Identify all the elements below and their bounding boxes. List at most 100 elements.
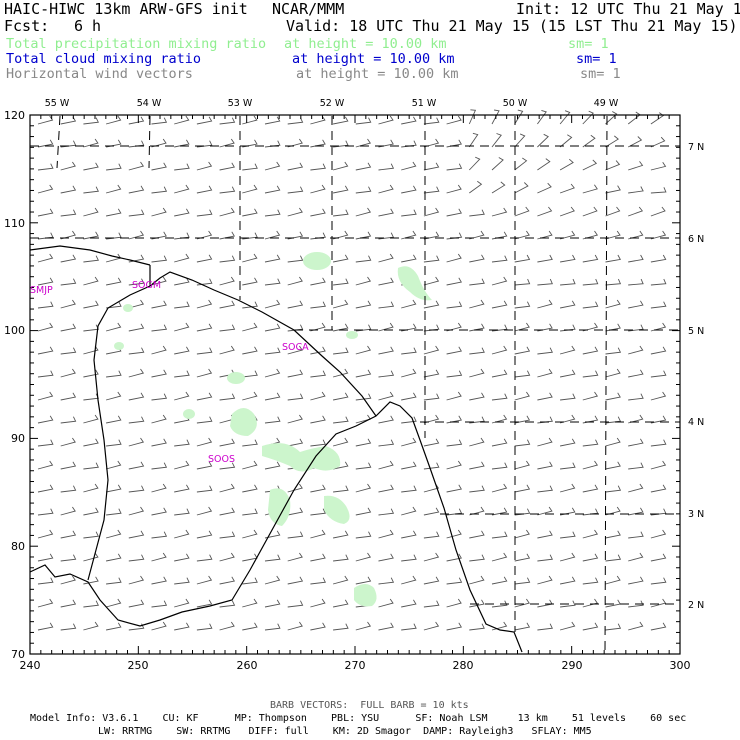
lon-label: 55 W <box>45 98 70 109</box>
wind-barb <box>106 553 122 562</box>
wind-barb <box>196 254 213 263</box>
wind-barb <box>196 323 213 332</box>
wind-barb <box>219 231 236 240</box>
wind-barb <box>60 392 77 401</box>
wind-barb <box>378 391 394 401</box>
wind-barb <box>378 322 394 332</box>
wind-barb <box>83 483 99 493</box>
wind-barb <box>491 483 508 493</box>
wind-barb <box>219 621 235 631</box>
wind-barb <box>355 438 372 447</box>
wind-barb <box>83 552 99 562</box>
wind-barb <box>37 253 54 263</box>
wind-barb <box>514 133 526 148</box>
wind-barb <box>582 508 599 516</box>
wind-barb <box>219 186 236 194</box>
wind-barb <box>446 577 463 585</box>
wind-barb <box>469 575 485 585</box>
wind-barb <box>106 415 122 424</box>
wind-barb <box>333 599 349 608</box>
wind-barb <box>491 393 508 401</box>
wind-barb <box>37 301 54 309</box>
wind-barb <box>514 415 531 424</box>
wind-barb <box>83 393 99 401</box>
wind-barb <box>401 392 417 401</box>
wind-barb <box>514 622 531 631</box>
wind-barb <box>423 255 440 263</box>
wind-barb <box>537 506 553 516</box>
wind-barb <box>401 116 417 125</box>
wind-barb <box>355 300 372 309</box>
wind-barb <box>514 254 531 263</box>
wind-barb <box>332 161 349 171</box>
wind-barb <box>37 622 54 631</box>
wind-barb <box>491 345 508 355</box>
wind-barb <box>537 133 549 148</box>
wind-barb <box>37 322 54 332</box>
wind-barb <box>174 208 190 217</box>
wind-barb <box>355 162 372 171</box>
wind-barb <box>514 157 528 171</box>
wind-barb <box>37 598 54 608</box>
meridian-line <box>56 115 61 169</box>
wind-barb <box>355 207 372 217</box>
wind-barb <box>537 623 553 631</box>
border-line <box>29 245 151 266</box>
wind-barb <box>264 416 281 424</box>
wind-barb <box>83 255 99 263</box>
wind-barb <box>333 554 349 562</box>
wind-barb <box>560 600 576 608</box>
wind-barb <box>582 110 594 125</box>
wind-barb <box>605 135 619 148</box>
wind-barb <box>196 416 213 424</box>
wind-barb <box>287 576 304 585</box>
wind-barb <box>355 369 372 378</box>
wind-barb <box>128 323 145 332</box>
wind-barb <box>196 461 213 470</box>
wind-barb <box>333 116 349 125</box>
wind-barb <box>287 345 303 355</box>
wind-barb <box>174 346 190 355</box>
wind-barb <box>378 484 394 493</box>
barb-note: BARB VECTORS: FULL BARB = 10 kts <box>270 700 469 711</box>
wind-barb <box>264 599 281 608</box>
wind-barb <box>151 186 168 194</box>
wind-barb <box>401 254 417 263</box>
wind-barb <box>287 255 304 263</box>
wind-barb <box>128 554 145 562</box>
wind-barb <box>242 577 258 585</box>
wind-barb <box>514 346 531 355</box>
wind-barb <box>83 138 99 148</box>
wind-barb <box>128 530 145 539</box>
wind-barb <box>537 575 553 585</box>
wind-barb <box>37 553 54 562</box>
wind-barb <box>423 393 440 401</box>
wind-barb <box>582 460 599 470</box>
wind-barb <box>60 575 76 585</box>
wind-barb <box>355 117 372 125</box>
wind-barb <box>264 185 281 194</box>
wind-barb <box>128 485 145 493</box>
wind-barb <box>151 438 167 447</box>
wind-barb <box>491 438 508 447</box>
wind-barb <box>423 324 440 332</box>
wind-barb <box>196 185 213 194</box>
wind-barb <box>401 623 417 631</box>
wind-barb <box>491 276 508 286</box>
wind-barb <box>37 370 54 378</box>
wind-barb <box>378 208 394 217</box>
wind-barb <box>219 483 235 493</box>
wind-barb <box>37 508 54 516</box>
y-axis-labels: 70 80 90 100 110 120 <box>4 109 25 661</box>
wind-barb <box>469 437 485 447</box>
wind-barb <box>174 139 190 148</box>
model-info-line-1: Model Info: V3.6.1 CU: KF MP: Thompson P… <box>30 713 687 724</box>
wind-barb <box>650 370 667 378</box>
wind-barb <box>151 369 167 378</box>
wind-barb <box>514 460 530 470</box>
wind-barb <box>105 460 122 470</box>
wind-barb <box>446 529 462 539</box>
wind-barb <box>378 115 394 125</box>
wind-barb <box>514 301 531 309</box>
wind-barb <box>582 278 599 286</box>
